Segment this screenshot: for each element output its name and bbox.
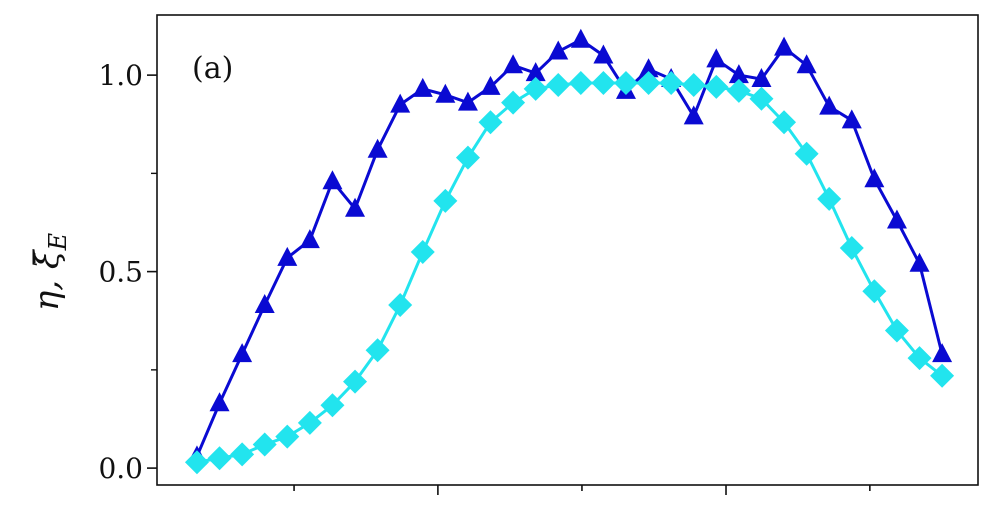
y-tick-label: 1.0 [98, 59, 143, 92]
triangle-marker [254, 294, 275, 314]
triangle-marker [232, 343, 253, 363]
diamond-marker [252, 432, 277, 457]
triangle-marker [345, 197, 366, 217]
triangle-marker [909, 252, 930, 272]
diamond-marker [546, 72, 571, 97]
series-line [195, 38, 944, 457]
y-axis-label-sub: E [44, 232, 72, 251]
triangle-marker [480, 75, 501, 95]
triangle-marker [886, 209, 907, 229]
triangle-marker [864, 168, 885, 188]
diamond-marker [501, 90, 526, 115]
diamond-marker [704, 74, 729, 99]
diamond-marker [433, 188, 458, 213]
diamond-marker [568, 70, 593, 95]
panel-label: (a) [192, 51, 233, 86]
diamond-marker [523, 76, 548, 101]
triangle-marker [503, 54, 524, 74]
triangle-marker [706, 48, 727, 68]
plot-frame [156, 14, 979, 486]
diamond-marker [636, 70, 661, 95]
diamond-marker [591, 70, 616, 95]
diamond-marker [184, 450, 209, 475]
diamond-marker [388, 293, 413, 318]
triangle-marker [209, 392, 230, 412]
diamond-marker [343, 369, 368, 394]
y-axis-label-main: η, ξ̄ [27, 248, 67, 311]
triangle-marker [525, 62, 546, 82]
triangle-marker [548, 40, 569, 60]
diamond-marker [207, 446, 232, 471]
triangle-marker [299, 229, 320, 249]
triangle-marker [457, 91, 478, 111]
triangle-marker [593, 44, 614, 64]
diamond-marker [410, 239, 435, 264]
y-tick-label: 0.0 [98, 452, 143, 485]
diamond-marker [275, 424, 300, 449]
diamond-marker [817, 186, 842, 211]
diamond-marker [659, 70, 684, 95]
diamond-marker [478, 110, 503, 135]
triangle-marker [932, 343, 953, 363]
triangle-marker [841, 109, 862, 129]
diamond-marker [749, 86, 774, 111]
triangle-marker [819, 95, 840, 115]
diamond-marker [681, 72, 706, 97]
diamond-marker [726, 78, 751, 103]
diamond-marker [794, 141, 819, 166]
diamond-marker [297, 410, 322, 435]
diamond-marker [839, 236, 864, 261]
diamond-marker [230, 442, 255, 467]
diamond-marker [907, 346, 932, 371]
diamond-marker [613, 70, 638, 95]
triangle-marker [322, 170, 343, 190]
diamond-marker [365, 338, 390, 363]
series-line [196, 81, 944, 464]
triangle-marker [390, 93, 411, 113]
triangle-marker [367, 138, 388, 158]
triangle-marker [570, 28, 591, 48]
diamond-marker [884, 318, 909, 343]
triangle-marker [751, 68, 772, 88]
triangle-marker [435, 83, 456, 103]
triangle-marker [412, 77, 433, 97]
triangle-marker [638, 58, 659, 78]
triangle-marker [277, 246, 298, 266]
diamond-marker [930, 363, 955, 388]
diamond-marker [455, 145, 480, 170]
diamond-marker [320, 393, 345, 418]
y-axis-label: η, ξ̄E [27, 232, 72, 311]
diamond-marker [772, 110, 797, 135]
triangle-marker [683, 105, 704, 125]
triangle-marker [728, 64, 749, 84]
y-tick-label: 0.5 [98, 256, 143, 289]
triangle-marker [796, 54, 817, 74]
diamond-marker [862, 279, 887, 304]
triangle-marker [774, 36, 795, 56]
